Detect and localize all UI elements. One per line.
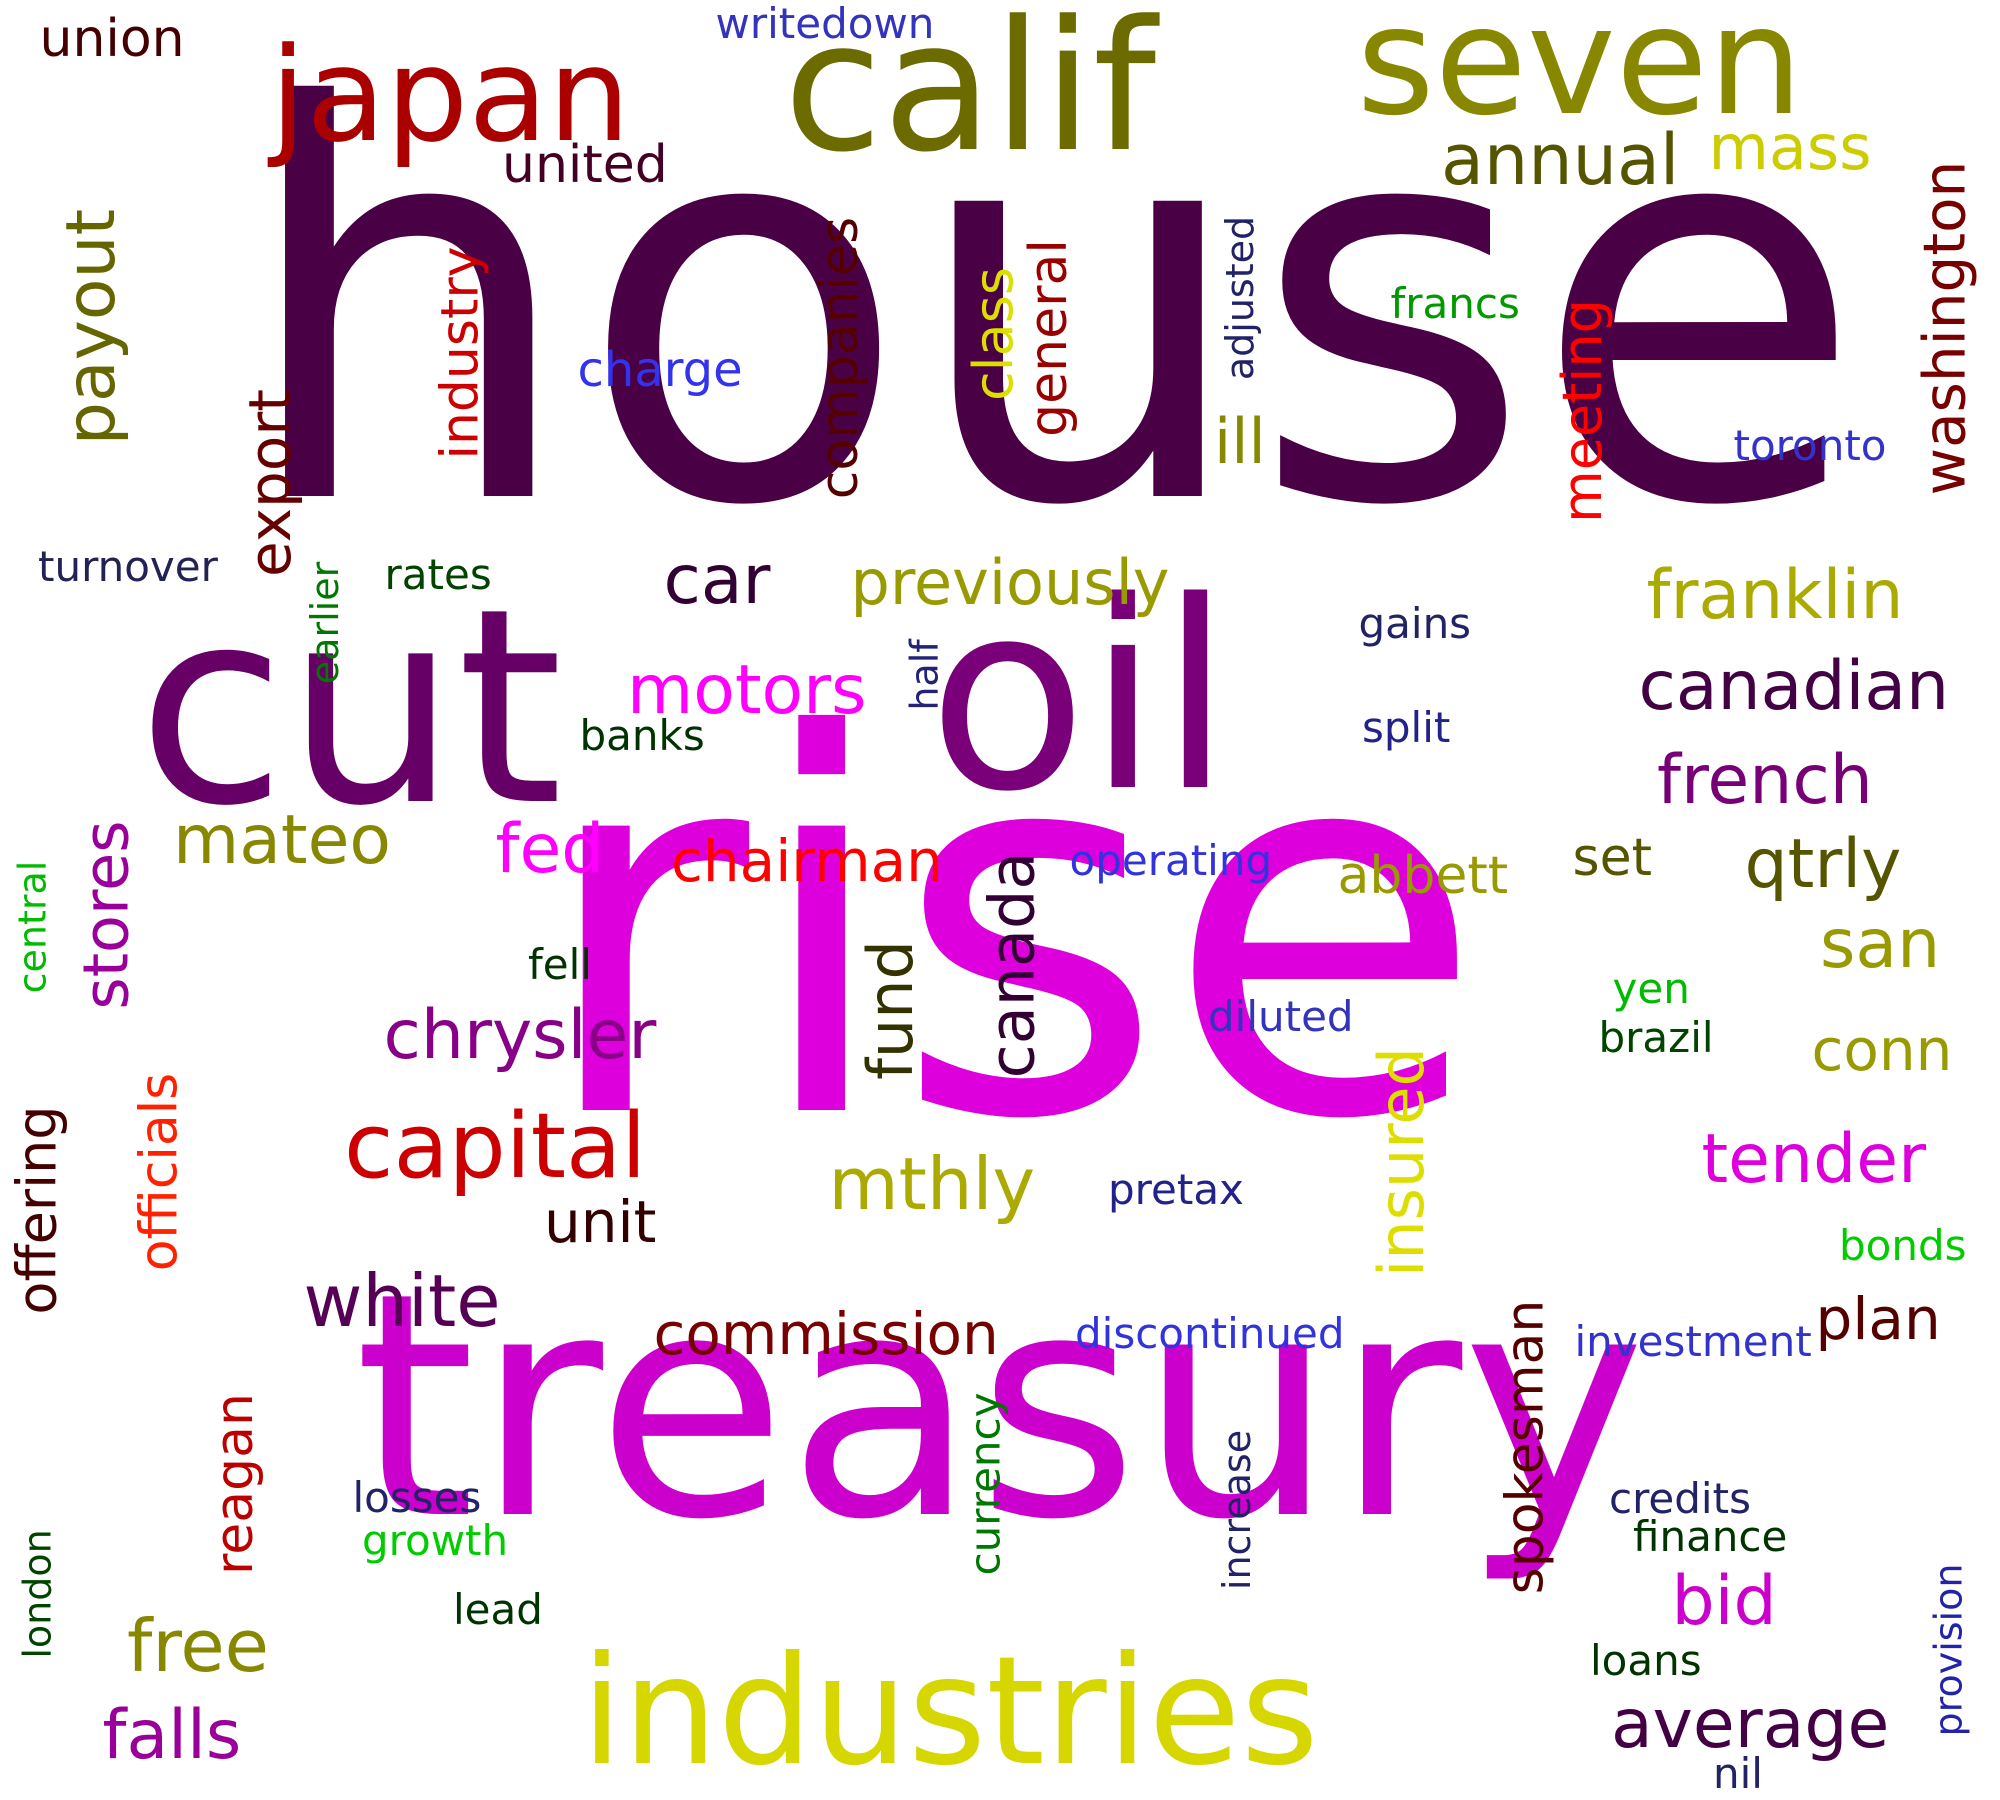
word-yen: yen <box>1612 964 1690 1013</box>
word-payout: payout <box>52 208 132 446</box>
word-half: half <box>902 639 947 711</box>
word-class: class <box>962 266 1026 402</box>
word-writedown: writedown <box>715 0 935 48</box>
word-industry: industry <box>430 246 491 460</box>
word-central: central <box>9 860 54 994</box>
word-oil: oil <box>928 547 1232 849</box>
word-unit: unit <box>544 1188 657 1256</box>
word-capital: capital <box>344 1094 647 1199</box>
word-banks: banks <box>579 711 705 760</box>
word-treasury: treasury <box>354 1227 1646 1588</box>
word-offering: offering <box>5 1105 69 1315</box>
word-previously: previously <box>850 546 1170 619</box>
word-export: export <box>235 389 304 577</box>
word-bid: bid <box>1671 1562 1777 1641</box>
word-conn: conn <box>1811 1016 1953 1084</box>
word-chrysler: chrysler <box>383 996 657 1075</box>
word-united: united <box>502 135 668 195</box>
word-officials: officials <box>128 1072 189 1272</box>
word-currency: currency <box>960 1392 1009 1576</box>
word-general: general <box>1018 239 1079 437</box>
word-pretax: pretax <box>1108 1165 1244 1214</box>
word-nil: nil <box>1713 1749 1763 1798</box>
word-house: house <box>236 0 1865 624</box>
word-mass: mass <box>1708 111 1872 184</box>
word-fell: fell <box>528 940 592 989</box>
word-chairman: chairman <box>671 827 943 895</box>
word-investment: investment <box>1574 1317 1812 1366</box>
word-charge: charge <box>577 342 743 398</box>
word-san: san <box>1820 905 1941 984</box>
word-set: set <box>1572 828 1652 888</box>
word-losses: losses <box>352 1473 482 1522</box>
word-increase: increase <box>1215 1429 1260 1591</box>
word-plan: plan <box>1815 1285 1941 1353</box>
word-canada: canada <box>974 851 1048 1079</box>
word-reagan: reagan <box>204 1393 265 1575</box>
word-rates: rates <box>384 550 492 599</box>
word-industries: industries <box>581 1625 1319 1799</box>
word-turnover: turnover <box>38 542 218 591</box>
word-mthly: mthly <box>828 1142 1036 1226</box>
word-growth: growth <box>362 1516 509 1565</box>
word-credits: credits <box>1609 1474 1751 1523</box>
word-falls: falls <box>102 1696 242 1775</box>
word-rise: rise <box>535 627 1485 1233</box>
word-union: union <box>39 9 185 69</box>
word-provision: provision <box>1925 1563 1970 1737</box>
word-toronto: toronto <box>1733 421 1887 470</box>
word-commission: commission <box>653 1300 999 1368</box>
word-motors: motors <box>627 651 867 730</box>
word-discontinued: discontinued <box>1075 1309 1345 1358</box>
word-washington: washington <box>1909 160 1978 496</box>
word-cut: cut <box>137 550 563 865</box>
word-french: french <box>1657 741 1873 820</box>
word-gains: gains <box>1358 599 1472 648</box>
word-japan: japan <box>270 19 631 171</box>
word-mateo: mateo <box>173 801 392 880</box>
word-adjusted: adjusted <box>1218 215 1263 381</box>
word-bonds: bonds <box>1839 1221 1967 1270</box>
word-finance: finance <box>1633 1512 1788 1561</box>
word-francs: francs <box>1390 279 1520 328</box>
word-free: free <box>127 1604 269 1688</box>
word-insured: insured <box>1364 1047 1438 1277</box>
word-white: white <box>303 1259 501 1343</box>
word-meeting: meeting <box>1550 299 1614 523</box>
word-operating: operating <box>1069 836 1273 885</box>
word-tender: tender <box>1701 1120 1927 1199</box>
word-diluted: diluted <box>1208 992 1354 1041</box>
word-seven: seven <box>1356 0 1804 149</box>
word-brazil: brazil <box>1598 1013 1714 1062</box>
word-fund: fund <box>853 940 927 1080</box>
word-average: average <box>1611 1685 1890 1764</box>
word-car: car <box>663 541 771 620</box>
word-lead: lead <box>453 1585 543 1634</box>
word-earlier: earlier <box>303 561 348 685</box>
word-london: london <box>15 1529 60 1659</box>
word-franklin: franklin <box>1646 556 1904 635</box>
word-qtrly: qtrly <box>1744 825 1902 904</box>
word-stores: stores <box>69 820 143 1010</box>
word-companies: companies <box>810 216 871 500</box>
word-spokesman: spokesman <box>1494 1299 1555 1595</box>
word-calif: calif <box>783 0 1157 192</box>
word-ill: ill <box>1214 405 1266 478</box>
word-split: split <box>1362 703 1451 752</box>
word-abbett: abbett <box>1337 846 1509 906</box>
word-canadian: canadian <box>1638 647 1950 726</box>
word-annual: annual <box>1441 119 1680 201</box>
word-loans: loans <box>1590 1636 1702 1685</box>
word-fed: fed <box>495 810 605 889</box>
